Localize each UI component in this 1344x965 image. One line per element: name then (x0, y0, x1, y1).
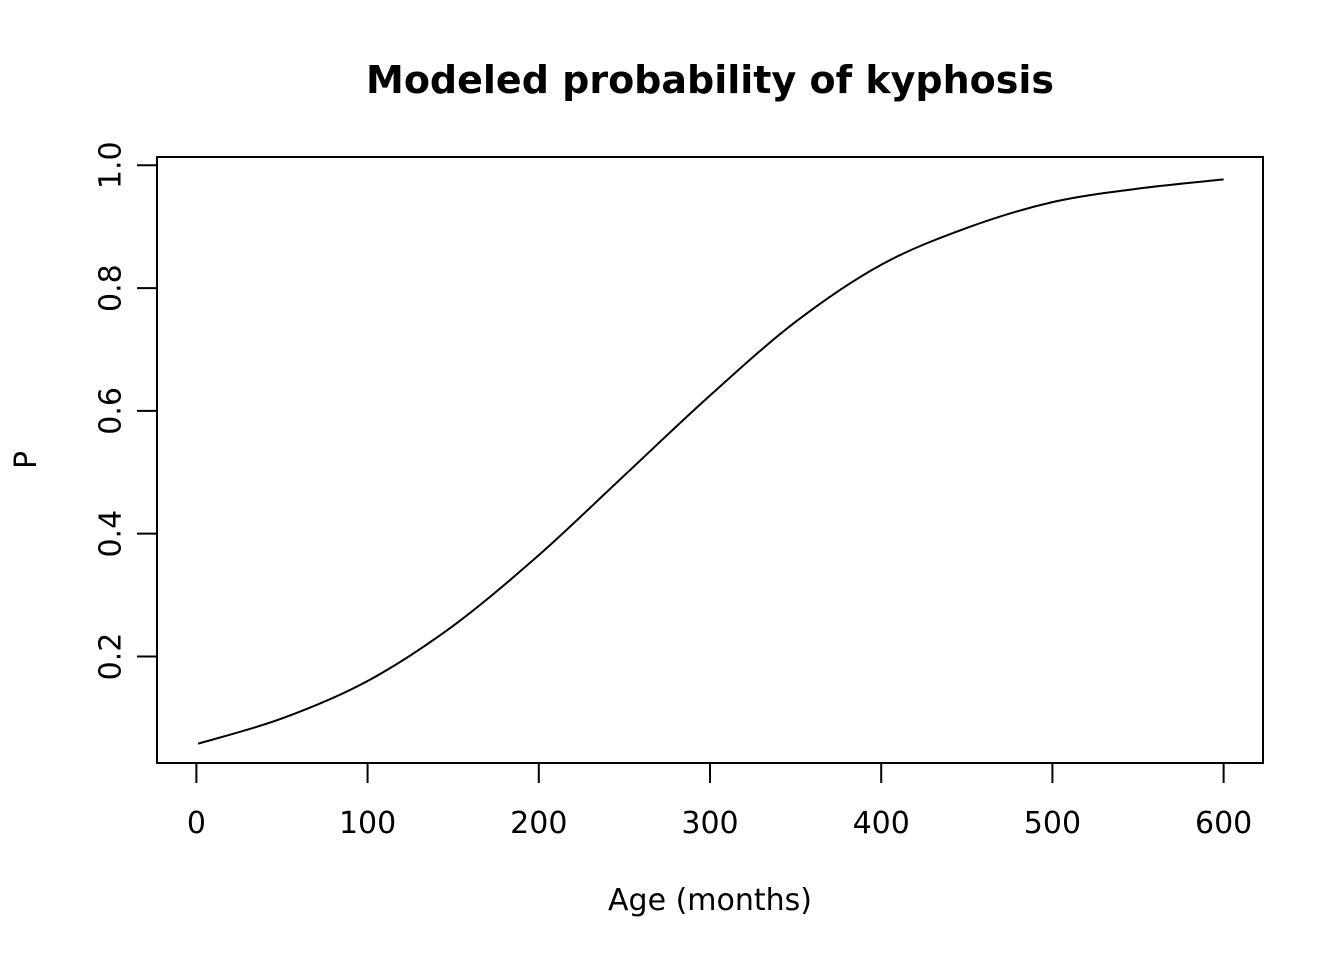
plot-frame (156, 156, 1264, 764)
x-tick-label: 100 (339, 806, 396, 841)
series-layer (197, 178, 1224, 745)
x-tick-label: 200 (510, 806, 567, 841)
y-axis-label: P (9, 451, 44, 469)
y-tick-label: 0.6 (94, 387, 129, 435)
y-axis: 0.2 0.4 0.6 0.8 1.0 (94, 141, 158, 680)
x-tick-label: 400 (853, 806, 910, 841)
x-axis: 0 100 200 300 400 500 600 (187, 762, 1252, 841)
y-tick-label: 1.0 (94, 141, 129, 189)
series-line (197, 178, 1224, 745)
chart-title: Modeled probability of kyphosis (366, 58, 1054, 102)
y-tick-label: 0.8 (94, 264, 129, 312)
y-tick-label: 0.4 (94, 510, 129, 558)
y-tick-label: 0.2 (94, 633, 129, 681)
x-tick-label: 0 (187, 806, 206, 841)
x-tick-label: 600 (1195, 806, 1252, 841)
x-axis-label: Age (months) (608, 883, 812, 918)
x-tick-label: 500 (1024, 806, 1081, 841)
x-tick-label: 300 (681, 806, 738, 841)
